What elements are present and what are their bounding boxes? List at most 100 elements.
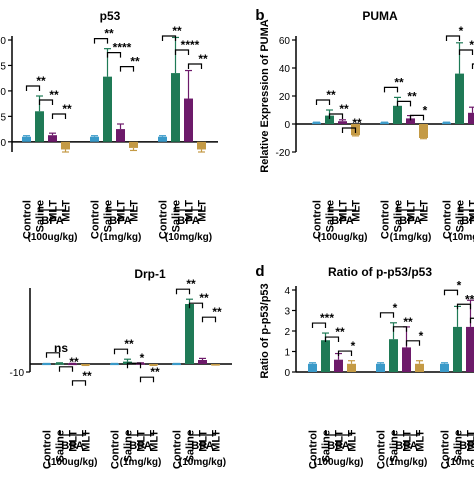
y-tick-label: -10 [10,368,25,379]
group-label: BPA [129,440,151,452]
group-dose-label: (100ug/kg) [47,457,97,468]
significance-label: *** [465,292,474,306]
bar-mlt [347,364,356,372]
bar-mlt [338,121,347,124]
bar-mlt [402,347,411,372]
group-dose-label: (10mg/kg) [179,457,226,468]
group-label: BPA [191,440,213,452]
bar-mlt [334,360,343,372]
group-label: BPA [399,215,421,227]
y-axis-label: Relative Expression of PUMA [259,19,271,172]
panel-letter: d [255,263,264,280]
bar-control [380,123,389,125]
group-dose-label: (100ug/kg) [27,232,77,243]
bar-saline [171,73,180,142]
bar-mlt [197,142,206,150]
bar-mlt [466,327,474,372]
group-dose-label: (1mg/kg) [390,232,432,243]
bar-saline [389,339,398,372]
bar-saline [185,304,194,364]
bar-control [22,137,31,142]
bar-mlt [61,142,70,150]
group-label: BPA [459,440,474,452]
group-label: BPA [177,215,199,227]
bar-saline [35,111,44,142]
bar-mlt [419,124,428,138]
y-tick-label: 2 [284,327,290,338]
group-label: BPA [395,440,417,452]
significance-bracket [447,36,460,41]
y-tick-label: 20 [279,92,291,103]
y-tick-label: 1 [284,348,290,359]
significance-label: * [419,329,424,343]
significance-label: ** [186,277,196,291]
bar-mlt [129,142,138,148]
y-tick-label: 10 [0,87,6,98]
significance-label: ** [62,102,72,116]
bar-control [158,137,167,142]
significance-label: **** [181,38,200,52]
significance-label: **** [113,41,132,55]
significance-label: ** [150,365,160,379]
group-dose-label: (10mg/kg) [447,457,474,468]
chart-title: Ratio of p-p53/p53 [328,265,432,279]
chart-title: p53 [100,9,121,23]
bar-control [442,123,451,125]
group-label: BPA [461,215,474,227]
significance-label: ** [403,315,413,329]
group-dose-label: (1mg/kg) [386,457,428,468]
significance-label: ** [326,88,336,102]
bar-mlt [116,129,125,142]
group-dose-label: (10mg/kg) [165,232,212,243]
group-label: BPA [41,215,63,227]
significance-label: ** [49,88,59,102]
y-tick-label: 60 [279,36,291,47]
y-tick-label: 0 [284,120,290,131]
significance-label: ** [339,102,349,116]
bar-saline [453,327,462,372]
significance-bracket [471,318,474,323]
significance-label: ** [198,52,208,66]
y-tick-label: 4 [284,286,290,297]
bar-control [376,364,385,372]
bar-saline [103,77,112,142]
significance-label: ** [130,55,140,69]
significance-label: ** [469,38,474,52]
bar-mlt [48,135,57,142]
significance-label: ** [36,74,46,88]
group-label: BPA [109,215,131,227]
significance-bracket [381,313,394,318]
significance-label: *** [320,311,334,325]
significance-label: ** [335,325,345,339]
significance-bracket [445,290,458,295]
y-tick-label: 5 [0,112,6,123]
y-tick-label: 20 [0,36,6,47]
significance-label: ** [104,27,114,41]
bar-saline [321,340,330,372]
group-dose-label: (1mg/kg) [120,457,162,468]
bar-control [312,123,321,125]
significance-label: * [459,24,464,38]
group-dose-label: (100ug/kg) [313,457,363,468]
bar-mlt [198,360,207,364]
significance-label: ** [212,305,222,319]
y-tick-label: 0 [284,368,290,379]
significance-label: ** [199,291,209,305]
y-tick-label: -20 [276,148,291,159]
bar-saline [393,106,402,124]
significance-label: * [457,278,462,292]
chart-title: PUMA [362,9,398,23]
bar-control [440,364,449,372]
significance-label: ** [69,355,79,369]
bar-saline [55,363,64,365]
y-tick-label: 3 [284,307,290,318]
significance-label: ** [352,116,362,130]
significance-bracket [407,341,420,346]
bar-mlt [415,364,424,372]
significance-label: ** [82,369,92,383]
significance-label: * [351,339,356,353]
significance-label: ns [54,341,68,355]
bar-control [90,137,99,142]
